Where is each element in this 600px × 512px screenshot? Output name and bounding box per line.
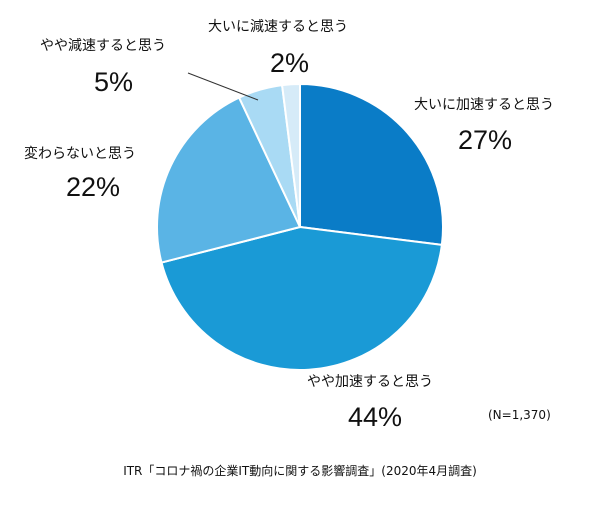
pie-slices (156, 82, 444, 371)
leader-line-5pct (187, 72, 259, 101)
slice-value-slightly-accelerate: 44% (348, 402, 402, 432)
label-greatly-accelerate: 大いに加速すると思う 27% (414, 97, 554, 155)
slice-value-no-change: 22% (66, 172, 120, 202)
slice-label-greatly-slow: 大いに減速すると思う (208, 18, 348, 35)
label-no-change: 変わらないと思う 22% (24, 145, 136, 202)
source-caption: ITR「コロナ禍の企業IT動向に関する影響調査」(2020年4月調査) (123, 463, 477, 478)
slice-value-greatly-slow: 2% (270, 48, 309, 78)
pie-slice-slightly-accelerate (160, 225, 443, 371)
label-greatly-slow: 大いに減速すると思う 2% (208, 18, 348, 78)
slice-value-slightly-slow: 5% (94, 67, 133, 97)
slice-value-greatly-accelerate: 27% (458, 125, 512, 155)
slice-label-greatly-accelerate: 大いに加速すると思う (414, 97, 554, 113)
pie-slice-greatly-accelerate (299, 82, 444, 247)
slice-label-slightly-accelerate: やや加速すると思う (307, 374, 433, 390)
pie-slice-greatly-slow (280, 82, 301, 228)
sample-size-note: (N=1,370) (488, 408, 551, 422)
label-slightly-slow: やや減速すると思う 5% (40, 37, 166, 97)
pie-slice-no-change (156, 96, 302, 264)
label-slightly-accelerate: やや加速すると思う 44% (307, 374, 433, 432)
slice-label-no-change: 変わらないと思う (24, 145, 136, 162)
slice-label-slightly-slow: やや減速すると思う (40, 37, 166, 54)
